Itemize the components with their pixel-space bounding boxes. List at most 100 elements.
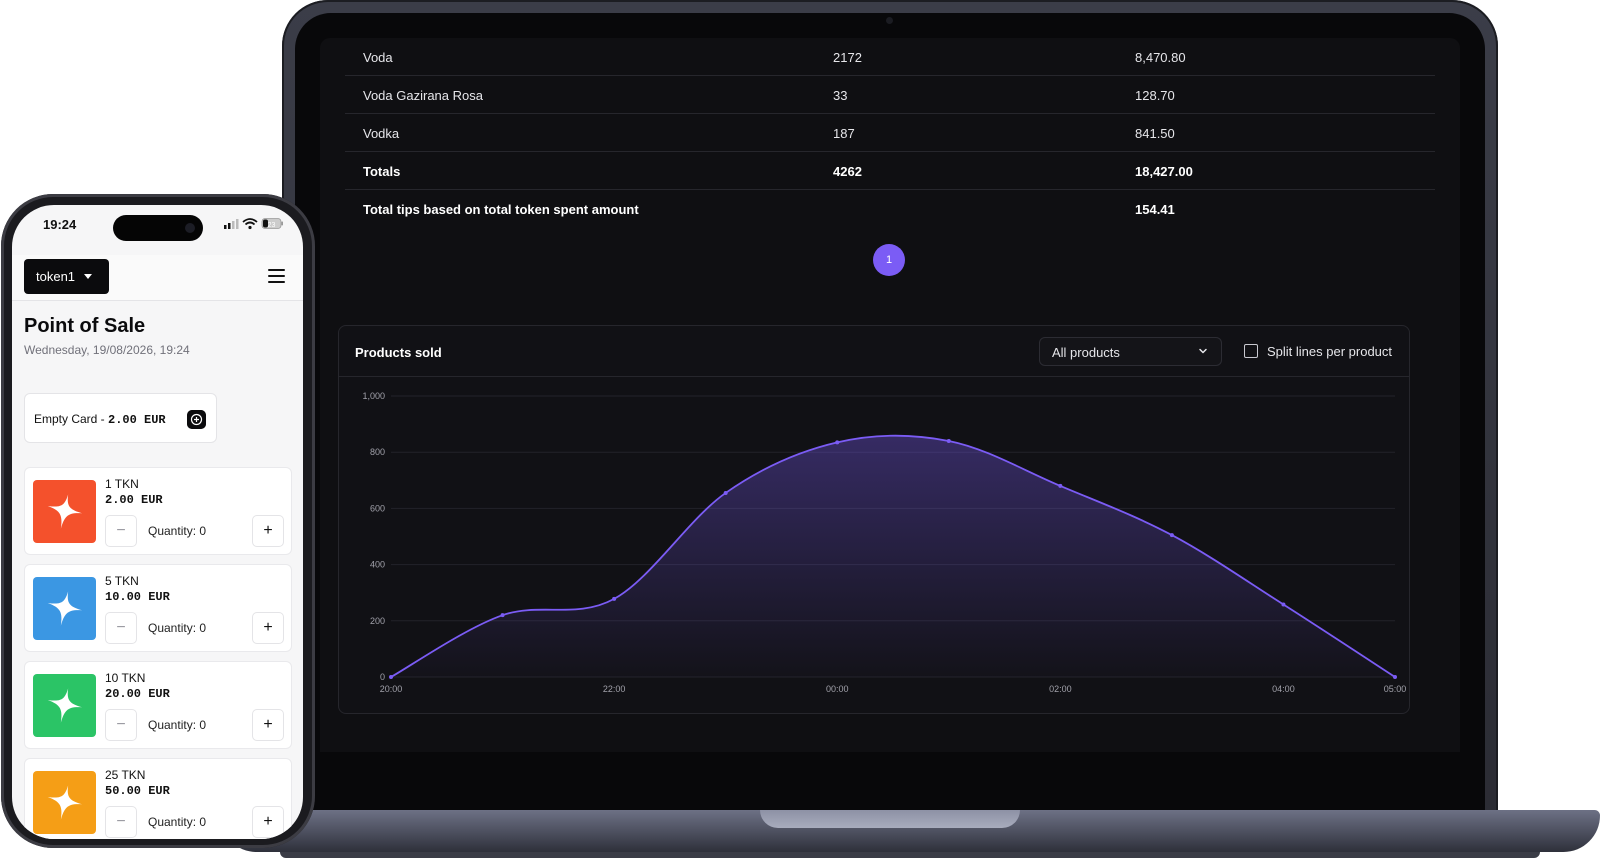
cell-amount: 128.70 bbox=[1135, 88, 1175, 103]
cell-amount: 841.50 bbox=[1135, 126, 1175, 141]
tips-row: Total tips based on total token spent am… bbox=[345, 190, 1435, 228]
token-star-icon bbox=[47, 688, 83, 723]
y-tick-label: 800 bbox=[370, 447, 385, 457]
token-name: 1 TKN bbox=[105, 477, 139, 491]
x-tick-label: 22:00 bbox=[603, 684, 626, 694]
app-header: token1 bbox=[12, 255, 303, 301]
quantity-decrease-button[interactable]: − bbox=[105, 709, 137, 741]
empty-card-button[interactable]: Empty Card - 2.00 EUR bbox=[24, 393, 217, 443]
y-tick-label: 600 bbox=[370, 503, 385, 513]
x-tick-label: 00:00 bbox=[826, 684, 849, 694]
token-price: 2.00 EUR bbox=[105, 493, 163, 507]
data-point bbox=[500, 613, 505, 618]
token-price: 50.00 EUR bbox=[105, 784, 170, 798]
totals-quantity: 4262 bbox=[833, 164, 862, 179]
pos-screen: 19:24 23 token1 Point of Sale Wednesday,… bbox=[12, 205, 303, 839]
laptop-camera bbox=[886, 17, 893, 24]
tips-label: Total tips based on total token spent am… bbox=[363, 202, 639, 217]
sales-table: Voda 2172 8,470.80 Voda Gazirana Rosa 33… bbox=[345, 38, 1435, 228]
token-name: 25 TKN bbox=[105, 768, 146, 782]
front-camera bbox=[185, 223, 195, 233]
page-title: Point of Sale bbox=[24, 315, 146, 337]
cell-quantity: 33 bbox=[833, 88, 848, 103]
status-icons: 23 bbox=[224, 218, 283, 230]
quantity-decrease-button[interactable]: − bbox=[105, 515, 137, 547]
data-point bbox=[835, 440, 840, 445]
area-fill bbox=[391, 435, 1395, 677]
tips-amount: 154.41 bbox=[1135, 202, 1175, 217]
token-item: 1 TKN 2.00 EUR − Quantity: 0 + bbox=[24, 467, 292, 555]
quantity-increase-button[interactable]: + bbox=[252, 806, 284, 838]
token-selector-label: token1 bbox=[36, 269, 76, 284]
wifi-icon bbox=[242, 218, 258, 230]
battery-level: 23 bbox=[268, 222, 276, 229]
chart-header: Products sold All products Split lines p… bbox=[339, 326, 1409, 377]
y-tick-label: 0 bbox=[380, 672, 385, 682]
signal-icon bbox=[224, 219, 239, 229]
quantity-label: Quantity: 0 bbox=[148, 621, 207, 635]
split-lines-label: Split lines per product bbox=[1267, 344, 1393, 359]
hamburger-menu-icon[interactable] bbox=[268, 269, 285, 283]
token-price: 10.00 EUR bbox=[105, 590, 170, 604]
caret-down-icon bbox=[84, 274, 92, 279]
x-tick-label: 20:00 bbox=[380, 684, 403, 694]
laptop-feet bbox=[280, 852, 1540, 858]
quantity-increase-button[interactable]: + bbox=[252, 515, 284, 547]
token-image bbox=[33, 480, 96, 543]
dashboard-screen: Voda 2172 8,470.80 Voda Gazirana Rosa 33… bbox=[320, 38, 1460, 752]
cell-product: Voda Gazirana Rosa bbox=[363, 88, 483, 103]
token-image bbox=[33, 674, 96, 737]
token-item: 25 TKN 50.00 EUR − Quantity: 0 + bbox=[24, 758, 292, 839]
cell-product: Voda bbox=[363, 50, 393, 65]
quantity-increase-button[interactable]: + bbox=[252, 709, 284, 741]
token-price: 20.00 EUR bbox=[105, 687, 170, 701]
quantity-label: Quantity: 0 bbox=[148, 815, 207, 829]
quantity-decrease-button[interactable]: − bbox=[105, 806, 137, 838]
y-tick-label: 200 bbox=[370, 616, 385, 626]
data-point bbox=[1058, 483, 1063, 488]
status-time: 19:24 bbox=[43, 217, 77, 232]
battery-icon: 23 bbox=[261, 218, 283, 229]
data-point bbox=[612, 596, 617, 601]
data-point bbox=[389, 675, 393, 679]
data-point bbox=[1169, 533, 1174, 538]
totals-row: Totals 4262 18,427.00 bbox=[345, 152, 1435, 190]
x-tick-label: 02:00 bbox=[1049, 684, 1072, 694]
table-row: Vodka 187 841.50 bbox=[345, 114, 1435, 152]
quantity-decrease-button[interactable]: − bbox=[105, 612, 137, 644]
token-item: 5 TKN 10.00 EUR − Quantity: 0 + bbox=[24, 564, 292, 652]
token-item: 10 TKN 20.00 EUR − Quantity: 0 + bbox=[24, 661, 292, 749]
cell-product: Vodka bbox=[363, 126, 400, 141]
token-name: 10 TKN bbox=[105, 671, 146, 685]
cell-quantity: 2172 bbox=[833, 50, 862, 65]
x-tick-label: 04:00 bbox=[1272, 684, 1295, 694]
dynamic-island bbox=[113, 215, 203, 241]
split-lines-checkbox[interactable] bbox=[1244, 344, 1258, 358]
totals-label: Totals bbox=[363, 164, 401, 179]
data-point bbox=[723, 490, 728, 495]
laptop-bezel-bottom bbox=[320, 752, 1460, 776]
token-star-icon bbox=[47, 591, 83, 626]
empty-card-price: 2.00 EUR bbox=[108, 413, 166, 427]
product-filter-value: All products bbox=[1052, 345, 1120, 360]
token-selector-button[interactable]: token1 bbox=[24, 259, 109, 294]
y-tick-label: 1,000 bbox=[362, 391, 385, 401]
products-sold-card: Products sold All products Split lines p… bbox=[338, 325, 1410, 714]
data-point bbox=[946, 438, 951, 443]
chart-title: Products sold bbox=[355, 345, 442, 360]
laptop-trackpad-notch bbox=[760, 810, 1020, 828]
data-point bbox=[1393, 675, 1397, 679]
table-row: Voda Gazirana Rosa 33 128.70 bbox=[345, 76, 1435, 114]
y-tick-label: 400 bbox=[370, 560, 385, 570]
chevron-down-icon bbox=[1199, 348, 1207, 354]
pagination-page-button[interactable]: 1 bbox=[873, 244, 905, 276]
quantity-label: Quantity: 0 bbox=[148, 524, 207, 538]
data-point bbox=[1281, 602, 1286, 607]
cell-quantity: 187 bbox=[833, 126, 855, 141]
quantity-increase-button[interactable]: + bbox=[252, 612, 284, 644]
totals-amount: 18,427.00 bbox=[1135, 164, 1193, 179]
product-filter-select[interactable]: All products bbox=[1039, 337, 1222, 366]
token-image bbox=[33, 771, 96, 834]
series-line bbox=[390, 434, 1396, 678]
add-circle-icon bbox=[187, 410, 206, 429]
